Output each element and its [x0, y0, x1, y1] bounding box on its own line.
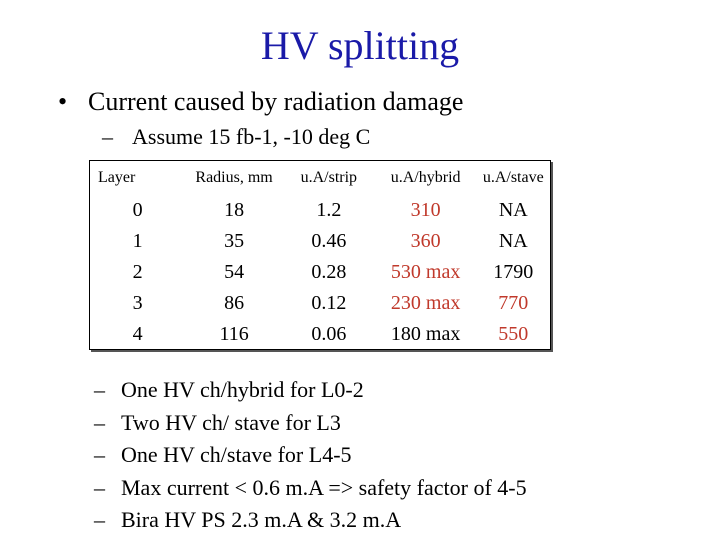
- cell-stave: NA: [498, 199, 528, 221]
- list-item-text: Two HV ch/ stave for L3: [121, 409, 341, 435]
- cell-hybrid: 310: [410, 199, 441, 221]
- cell-radius: 18: [224, 199, 245, 221]
- col-header-stave: u.A/stave: [482, 169, 544, 186]
- cell-hybrid: 530 max: [390, 261, 461, 283]
- cell-radius: 116: [219, 322, 249, 345]
- hv-notes-list: – One HV ch/hybrid for L0-2 – Two HV ch/ s…: [94, 374, 527, 537]
- cell-radius: 54: [224, 261, 245, 283]
- list-item-text: Bira HV PS 2.3 m.A & 3.2 m.A: [121, 507, 402, 532]
- table-row: 2 54 0.28 530 max 1790: [90, 257, 551, 288]
- cell-strip: 1.2: [316, 199, 342, 221]
- sub-bullet-text: Assume 15 fb-1, -10 deg C: [132, 124, 371, 149]
- list-item: – One HV ch/stave for L4-5: [94, 439, 527, 472]
- list-dash: –: [94, 474, 105, 500]
- cell-layer: 1: [132, 230, 143, 252]
- cell-strip: 0.06: [311, 322, 347, 345]
- col-header-hybrid: u.A/hybrid: [390, 169, 461, 186]
- list-item-text: One HV ch/hybrid for L0-2: [121, 377, 364, 402]
- list-item: – Two HV ch/ stave for L3: [94, 407, 527, 440]
- list-dash: –: [94, 507, 105, 532]
- cell-layer: 4: [132, 322, 143, 345]
- col-header-radius: Radius, mm: [195, 169, 273, 186]
- list-item: – Bira HV PS 2.3 m.A & 3.2 m.A: [94, 504, 527, 537]
- sub-bullet: – Assume 15 fb-1, -10 deg C: [102, 123, 370, 151]
- col-header-layer: Layer: [98, 169, 136, 186]
- cell-strip: 0.12: [311, 292, 347, 314]
- cell-hybrid: 180 max: [390, 322, 461, 345]
- cell-layer: 3: [132, 292, 143, 314]
- list-item: – Max current < 0.6 m.A => safety factor …: [94, 472, 527, 505]
- cell-stave: 770: [498, 292, 529, 314]
- cell-radius: 86: [224, 292, 245, 314]
- cell-stave: 550: [498, 322, 529, 345]
- bullet-marker: •: [58, 87, 68, 116]
- table-row: 1 35 0.46 360 NA: [90, 226, 551, 257]
- slide-title: HV splitting: [260, 23, 460, 68]
- cell-layer: 2: [132, 261, 143, 283]
- table-header-row: Layer Radius, mm u.A/strip u.A/hybrid u.…: [90, 161, 551, 196]
- main-bullet-text: Current caused by radiation damage: [88, 87, 464, 116]
- cell-stave: 1790: [493, 261, 534, 283]
- list-item-text: One HV ch/stave for L4-5: [121, 442, 352, 467]
- sub-bullet-marker: –: [102, 124, 113, 149]
- cell-radius: 35: [224, 230, 245, 252]
- list-item-text: Max current < 0.6 m.A => safety factor o…: [121, 474, 527, 500]
- cell-strip: 0.28: [311, 261, 347, 283]
- cell-hybrid: 230 max: [390, 292, 461, 314]
- list-dash: –: [94, 409, 105, 435]
- col-header-strip: u.A/strip: [300, 169, 358, 186]
- list-item: – One HV ch/hybrid for L0-2: [94, 374, 527, 407]
- cell-layer: 0: [132, 199, 143, 221]
- main-bullet: • Current caused by radiation damage: [58, 86, 463, 118]
- hv-current-table: Layer Radius, mm u.A/strip u.A/hybrid u.…: [89, 160, 551, 350]
- cell-strip: 0.46: [311, 230, 347, 252]
- cell-stave: NA: [498, 230, 528, 252]
- table-row: 3 86 0.12 230 max 770: [90, 288, 551, 319]
- list-dash: –: [94, 377, 105, 402]
- cell-hybrid: 360: [410, 230, 441, 252]
- table-row: 0 18 1.2 310 NA: [90, 195, 551, 226]
- list-dash: –: [94, 442, 105, 467]
- table-row: 4 116 0.06 180 max 550: [90, 319, 551, 350]
